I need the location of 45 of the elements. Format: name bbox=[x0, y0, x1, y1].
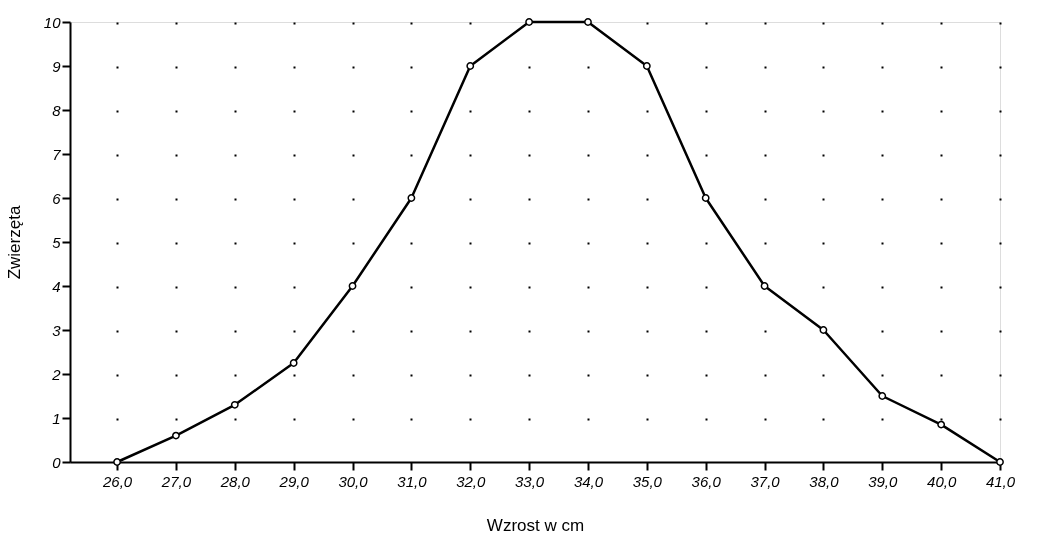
point bbox=[760, 282, 769, 290]
point bbox=[407, 194, 416, 202]
x-tick-label: 31,0 bbox=[397, 472, 428, 490]
point bbox=[819, 326, 828, 334]
y-tick-label: 6 bbox=[52, 189, 62, 207]
y-tick-label: 0 bbox=[52, 453, 62, 471]
point bbox=[701, 194, 710, 202]
y-tick-label: 1 bbox=[52, 409, 61, 427]
x-tick-label: 37,0 bbox=[750, 472, 781, 490]
x-tick-label: 34,0 bbox=[573, 472, 604, 490]
x-tick-label: 41,0 bbox=[985, 472, 1016, 490]
x-tick-label: 30,0 bbox=[338, 472, 369, 490]
y-tick-label: 7 bbox=[52, 145, 62, 163]
x-tick-label: 27,0 bbox=[160, 472, 192, 490]
point bbox=[525, 18, 534, 26]
x-tick-label: 40,0 bbox=[927, 472, 957, 490]
x-tick-label: 29,0 bbox=[278, 472, 310, 490]
x-tick-label: 26,0 bbox=[101, 472, 133, 490]
x-tick-label: 38,0 bbox=[809, 472, 840, 490]
point bbox=[996, 458, 1004, 466]
x-tick-label: 39,0 bbox=[868, 472, 899, 490]
point bbox=[642, 62, 651, 70]
y-tick-label: 3 bbox=[52, 321, 62, 339]
x-tick-label: 28,0 bbox=[219, 472, 251, 490]
y-tick-label: 9 bbox=[52, 57, 62, 75]
x-axis-title: Wzrost w cm bbox=[486, 515, 585, 535]
point bbox=[937, 420, 946, 429]
point bbox=[348, 282, 357, 290]
point bbox=[878, 392, 887, 400]
y-tick-label: 10 bbox=[43, 13, 62, 31]
y-tick-label: 5 bbox=[52, 233, 62, 251]
y-tick-label: 4 bbox=[52, 277, 61, 295]
x-tick-label: 32,0 bbox=[456, 472, 486, 490]
x-tick-label: 35,0 bbox=[632, 472, 663, 490]
y-tick-label: 8 bbox=[52, 101, 62, 119]
point bbox=[113, 458, 121, 466]
y-tick-label: 2 bbox=[51, 365, 62, 383]
point bbox=[466, 62, 475, 70]
point bbox=[289, 359, 298, 367]
point bbox=[230, 400, 239, 409]
point bbox=[584, 18, 592, 26]
x-tick-label: 33,0 bbox=[515, 472, 545, 490]
x-tick-label: 36,0 bbox=[691, 472, 722, 490]
point bbox=[172, 431, 180, 440]
y-axis-title: Zwierzęta bbox=[4, 205, 24, 280]
